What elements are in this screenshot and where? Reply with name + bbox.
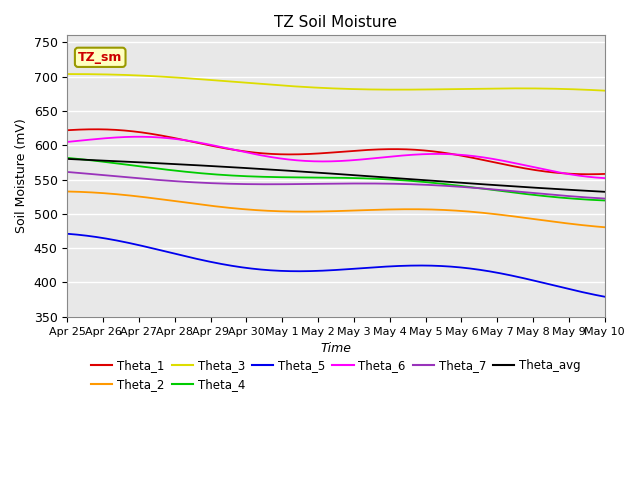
Theta_2 [63,189,71,194]
X-axis label: Time: Time [321,342,351,355]
Theta_7 [322,181,330,187]
Theta_5 [354,265,362,271]
Theta_7 [504,188,511,193]
Theta_7 [383,181,391,187]
Theta_avg [322,170,330,176]
Theta_5 [588,291,596,297]
Legend: Theta_1, Theta_2, Theta_3, Theta_4, Theta_5, Theta_6, Theta_7, Theta_avg: Theta_1, Theta_2, Theta_3, Theta_4, Thet… [86,354,586,396]
Theta_5 [383,264,391,269]
Theta_4 [601,198,609,204]
Theta_1 [323,150,331,156]
Line: Theta_6: Theta_6 [67,137,605,178]
Theta_3 [601,88,609,94]
Theta_6 [63,139,71,145]
Theta_6 [323,158,331,164]
Theta_6 [134,134,142,140]
Theta_avg [354,173,362,179]
Theta_1 [585,171,593,177]
Theta_1 [92,126,99,132]
Theta_4 [322,175,330,180]
Theta_4 [354,175,362,181]
Line: Theta_2: Theta_2 [67,192,605,227]
Line: Theta_7: Theta_7 [67,172,605,199]
Theta_3 [63,71,71,77]
Theta_4 [588,197,596,203]
Theta_avg [63,156,71,162]
Theta_3 [355,86,363,92]
Theta_7 [319,181,326,187]
Line: Theta_4: Theta_4 [67,158,605,201]
Theta_1 [601,171,609,177]
Theta_2 [588,223,596,229]
Theta_2 [383,206,391,212]
Theta_4 [383,177,391,182]
Theta_7 [588,195,596,201]
Theta_4 [319,175,326,180]
Theta_1 [505,162,513,168]
Theta_3 [589,87,596,93]
Theta_5 [504,272,511,277]
Theta_5 [601,294,609,300]
Theta_3 [67,71,74,77]
Theta_1 [590,171,598,177]
Theta_1 [320,150,328,156]
Theta_5 [319,268,326,274]
Title: TZ Soil Moisture: TZ Soil Moisture [275,15,397,30]
Theta_2 [354,207,362,213]
Theta_1 [63,127,71,133]
Theta_2 [322,208,330,214]
Theta_5 [63,231,71,237]
Theta_1 [355,148,363,154]
Theta_7 [601,196,609,202]
Theta_3 [323,85,331,91]
Line: Theta_1: Theta_1 [67,129,605,174]
Theta_avg [319,170,326,176]
Theta_5 [322,268,330,274]
Line: Theta_avg: Theta_avg [67,159,605,192]
Text: TZ_sm: TZ_sm [78,51,122,64]
Theta_avg [588,188,596,194]
Theta_2 [504,213,511,218]
Theta_6 [505,159,513,165]
Theta_6 [385,154,392,160]
Theta_6 [601,175,609,181]
Theta_2 [319,209,326,215]
Theta_3 [320,85,328,91]
Theta_avg [383,175,391,180]
Y-axis label: Soil Moisture (mV): Soil Moisture (mV) [15,119,28,233]
Line: Theta_3: Theta_3 [67,74,605,91]
Theta_4 [504,189,511,195]
Theta_avg [504,183,511,189]
Theta_3 [505,85,513,91]
Theta_3 [385,87,392,93]
Theta_7 [354,180,362,186]
Line: Theta_5: Theta_5 [67,234,605,297]
Theta_4 [63,155,71,161]
Theta_avg [601,189,609,195]
Theta_6 [589,174,596,180]
Theta_2 [601,224,609,230]
Theta_1 [385,146,392,152]
Theta_6 [320,158,328,164]
Theta_6 [355,157,363,163]
Theta_7 [63,169,71,175]
